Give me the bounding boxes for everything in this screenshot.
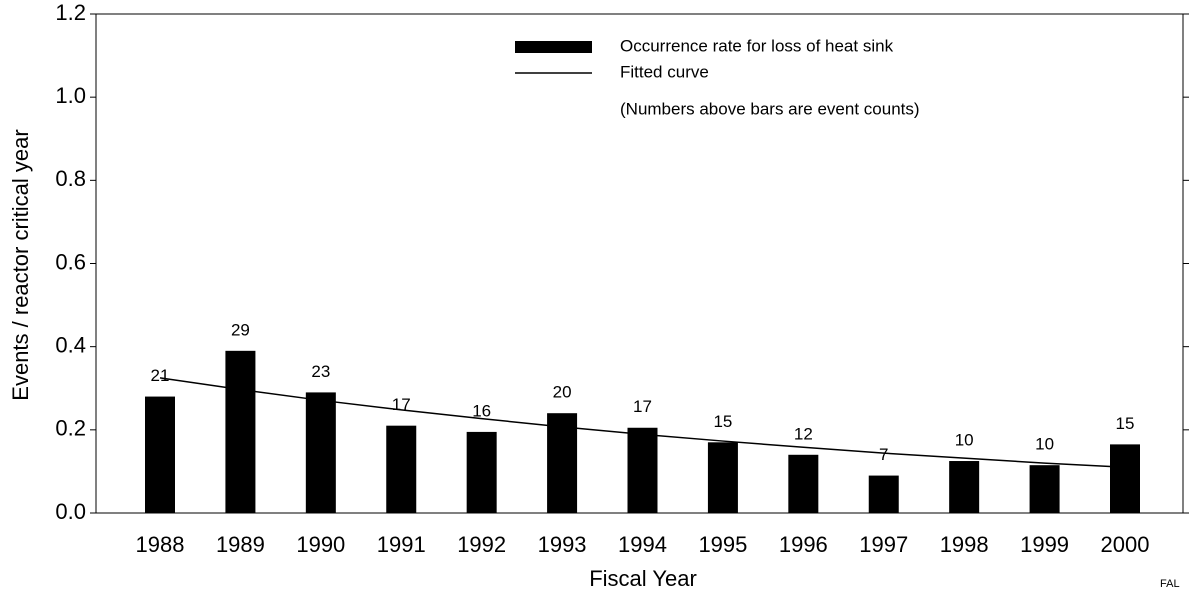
event-count-label: 17 [633, 397, 652, 416]
event-count-label: 23 [311, 362, 330, 381]
bar [386, 425, 417, 513]
bar [547, 413, 578, 513]
x-tick-label: 1996 [779, 532, 828, 557]
x-tick-label: 1990 [296, 532, 345, 557]
event-count-label: 10 [955, 431, 974, 450]
bar [627, 427, 658, 513]
event-count-label: 15 [713, 412, 732, 431]
x-tick-label: 1997 [859, 532, 908, 557]
bar [145, 396, 175, 513]
x-tick-label: 1995 [698, 532, 747, 557]
event-count-label: 21 [151, 366, 170, 385]
bar [788, 454, 819, 513]
x-tick-label: 1992 [457, 532, 506, 557]
event-count-label: 17 [392, 395, 411, 414]
y-tick-label: 0.0 [55, 499, 86, 524]
y-tick-label: 1.0 [55, 83, 86, 108]
bar [1110, 444, 1140, 513]
x-tick-label: 1993 [538, 532, 587, 557]
legend-label: Occurrence rate for loss of heat sink [620, 36, 894, 55]
fitted-curve [159, 377, 1126, 469]
event-count-label: 7 [879, 445, 888, 464]
bar [1029, 465, 1060, 513]
event-count-label: 29 [231, 320, 250, 339]
bar [225, 350, 256, 513]
y-tick-label: 0.6 [55, 249, 86, 274]
y-tick-label: 0.8 [55, 166, 86, 191]
y-tick-label: 1.2 [55, 0, 86, 25]
x-tick-label: 1988 [136, 532, 185, 557]
legend-label: Fitted curve [620, 62, 709, 81]
x-tick-label: 1998 [940, 532, 989, 557]
x-tick-label: 1991 [377, 532, 426, 557]
x-axis-label: Fiscal Year [589, 566, 697, 591]
y-tick-label: 0.4 [55, 332, 86, 357]
bar [305, 392, 336, 513]
x-tick-label: 1989 [216, 532, 265, 557]
note: (Numbers above bars are event counts) [620, 99, 920, 118]
y-tick-label: 0.2 [55, 416, 86, 441]
event-count-label: 16 [472, 401, 491, 420]
bar [868, 475, 899, 513]
event-count-label: 12 [794, 424, 813, 443]
y-axis-label: Events / reactor critical year [8, 129, 33, 400]
event-count-label: 20 [553, 383, 572, 402]
x-tick-label: 1999 [1020, 532, 1069, 557]
corner-label: FAL [1160, 578, 1180, 590]
event-count-label: 10 [1035, 435, 1054, 454]
x-tick-label: 1994 [618, 532, 667, 557]
bar [466, 431, 497, 513]
x-tick-label: 2000 [1101, 532, 1150, 557]
bar [949, 461, 980, 513]
event-count-label: 15 [1116, 414, 1135, 433]
bar [707, 442, 738, 513]
legend-swatch [515, 41, 592, 53]
